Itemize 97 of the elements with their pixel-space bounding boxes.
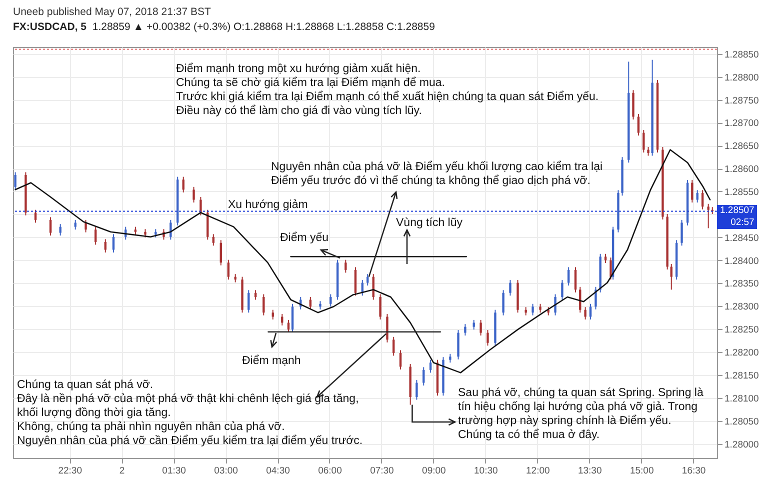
- candlestick: [227, 259, 230, 280]
- annotation: Xu hướng giảm: [228, 198, 308, 212]
- candlestick: [220, 240, 222, 266]
- candlestick: [502, 290, 504, 316]
- x-tick-label: 16:30: [682, 466, 706, 476]
- y-tick-label: 1.28650: [724, 141, 759, 152]
- candlestick: [670, 263, 672, 290]
- candlestick: [429, 359, 432, 374]
- candlestick: [632, 90, 634, 120]
- x-tick-label: 09:00: [422, 466, 446, 476]
- annotation: Điểm mạnh trong một xu hướng giảm xuất hiện. Chúng ta sẽ chờ giá kiểm tra lại Điểm mạnh để mua. Trước khi giá kiểm tra lại Điểm mạnh có thể xuất hiện chúng ta quan sát Điểm yếu. Điều này có thể làm cho giá đi vào vùng tích lũy.: [176, 62, 599, 118]
- candlestick: [457, 330, 460, 360]
- candlestick: [567, 266, 570, 286]
- y-tick-label: 1.28300: [724, 302, 759, 313]
- candlestick: [680, 219, 683, 246]
- candlestick: [170, 219, 172, 240]
- line-series: [14, 149, 711, 374]
- x-tick-label: 22:30: [58, 466, 82, 476]
- x-tick-label: 04:30: [266, 466, 290, 476]
- candlestick: [472, 319, 475, 330]
- candlestick: [354, 266, 357, 296]
- y-tick-label: 1.28850: [724, 49, 759, 60]
- candlestick: [416, 380, 418, 400]
- text: 02:57: [730, 217, 754, 230]
- x-tick-label: 15:00: [630, 466, 654, 476]
- y-tick-label: 1.28400: [724, 256, 759, 267]
- candlestick: [610, 257, 612, 280]
- candlestick: [74, 219, 76, 230]
- annotation: Điểm mạnh: [242, 354, 301, 368]
- candlestick: [532, 303, 534, 316]
- x-tick-label: 10:30: [474, 466, 498, 476]
- candlestick: [262, 294, 265, 316]
- candlestick: [589, 303, 592, 320]
- candlestick: [59, 224, 62, 236]
- candlestick: [291, 303, 294, 333]
- candlestick: [248, 290, 250, 314]
- x-tick-label: 01:30: [162, 466, 186, 476]
- candlestick: [330, 294, 332, 308]
- candlestick: [574, 266, 577, 293]
- y-tick-label: 1.28450: [724, 232, 759, 244]
- y-tick-label: 1.28100: [724, 393, 759, 404]
- candlestick: [486, 330, 489, 346]
- candlestick: [379, 294, 382, 320]
- y-tick-label: 1.28150: [724, 370, 759, 382]
- chart-subtitle: 1.28859 ▲ +0.00382 (+0.3%) O:1.28868 H:1.28868 L:1.28858 C:1.28859: [91, 21, 435, 33]
- text: Uneeb published May 07, 2018 21:37 BST: [13, 5, 211, 19]
- x-tick-label: 13:30: [578, 466, 602, 476]
- y-tick-label: 1.28350: [724, 278, 759, 290]
- annotation: Vùng tích lũy: [396, 216, 462, 230]
- y-tick-label: 1.28050: [724, 416, 759, 428]
- annotation: Chúng ta quan sát phá vỡ. Đây là nền phá vỡ của một phá vỡ thật khi chênh lệch giá gia tăng, khối lượng đồng thời gia tăng. Không, chúng ta phải nhìn nguyên nhân của phá vỡ. Nguyên nhân của phá vỡ cần Điểm yếu kiểm tra lại điểm yếu trước.: [17, 378, 363, 448]
- annotation: Sau phá vỡ, chúng ta quan sát Spring. Spring là tín hiệu chống lại hướng của phá vỡ giả. Trong trường hợp này spring chính là Điểm yếu. Chúng ta có thể mua ở đây.: [458, 386, 704, 442]
- candlestick: [34, 209, 37, 224]
- y-tick-label: 1.28000: [724, 439, 759, 450]
- candlestick: [691, 180, 694, 203]
- candlestick: [49, 216, 52, 236]
- candlestick: [281, 313, 284, 326]
- y-tick-label: 1.28200: [724, 348, 759, 359]
- x-tick-label: 12:00: [526, 466, 550, 476]
- x-tick-label: 03:00: [214, 466, 238, 476]
- candlestick: [344, 259, 347, 274]
- candlestick: [309, 296, 312, 310]
- candlestick: [480, 319, 482, 336]
- x-tick-label: 06:00: [318, 466, 342, 476]
- candlestick: [212, 234, 214, 246]
- x-tick-label: 07:30: [370, 466, 394, 476]
- candlestick: [386, 313, 388, 343]
- candlestick: [464, 324, 466, 336]
- candlestick: [192, 186, 195, 203]
- y-tick-label: 1.28600: [724, 164, 759, 176]
- candlestick: [94, 226, 97, 246]
- candlestick: [584, 306, 586, 320]
- candlestick: [366, 274, 369, 286]
- chart-title: FX:USDCAD, 5: [13, 21, 87, 33]
- candlestick: [561, 280, 564, 300]
- candlestick: [200, 196, 202, 216]
- candlestick: [422, 366, 425, 386]
- candlestick: [642, 130, 645, 153]
- ref-line-label: 1.28507: [720, 205, 754, 218]
- candlestick: [287, 319, 290, 333]
- candlestick: [604, 253, 607, 264]
- candlestick: [637, 113, 640, 136]
- y-tick-label: 1.28750: [724, 95, 759, 106]
- x-tick-label: 2: [119, 466, 125, 476]
- candlestick: [392, 336, 395, 356]
- candlestick: [14, 172, 16, 190]
- candlestick: [707, 203, 710, 229]
- candlestick: [509, 280, 512, 296]
- candlestick: [594, 286, 597, 310]
- annotation: Điểm yếu: [280, 231, 329, 245]
- y-tick-label: 1.28550: [724, 186, 759, 198]
- annotation: Nguyên nhân của phá vỡ là Điểm yếu khối lượng cao kiểm tra lại Điểm yếu trước đó vì thế chúng ta không thể giao dịch phá vỡ.: [271, 160, 603, 188]
- candlestick: [84, 219, 87, 233]
- y-tick-label: 1.28800: [724, 72, 759, 84]
- y-tick-label: 1.28250: [724, 324, 759, 336]
- candlestick: [182, 176, 184, 193]
- y-tick-label: 1.28700: [724, 118, 759, 130]
